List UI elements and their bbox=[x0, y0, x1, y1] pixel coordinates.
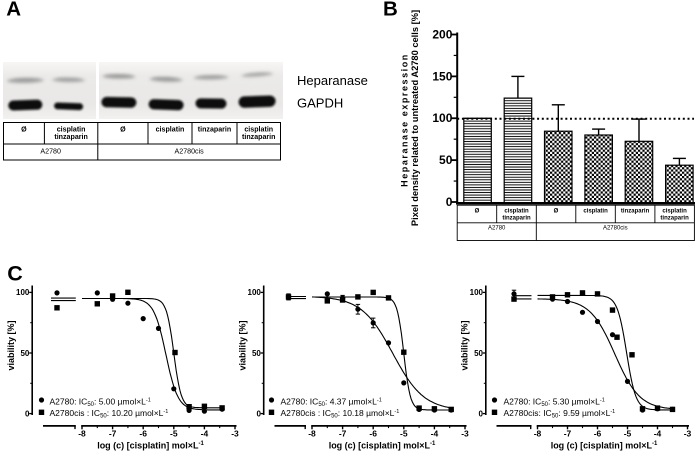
svg-text:cisplatin: cisplatin bbox=[156, 125, 185, 133]
svg-text:Ø: Ø bbox=[21, 125, 27, 133]
svg-text:100: 100 bbox=[248, 288, 262, 297]
svg-text:A2780: IC50: 5.00 µmol×L-1: A2780: IC50: 5.00 µmol×L-1 bbox=[50, 396, 151, 408]
svg-text:-4: -4 bbox=[201, 428, 209, 438]
svg-text:100: 100 bbox=[432, 111, 452, 125]
svg-text:A2780cis: A2780cis bbox=[603, 226, 628, 232]
svg-text:50: 50 bbox=[439, 153, 453, 167]
svg-text:0: 0 bbox=[479, 409, 484, 418]
svg-text:Heparanase: Heparanase bbox=[297, 73, 368, 88]
svg-text:A2780: IC50: 4.37 µmol×L-1: A2780: IC50: 4.37 µmol×L-1 bbox=[281, 396, 382, 408]
svg-text:50: 50 bbox=[474, 349, 483, 358]
svg-text:-5: -5 bbox=[170, 428, 178, 438]
svg-text:0: 0 bbox=[446, 195, 453, 209]
svg-text:A2780cis : IC50: 10.18 µmol×L-: A2780cis : IC50: 10.18 µmol×L-1 bbox=[281, 408, 400, 420]
svg-text:-5: -5 bbox=[400, 428, 408, 438]
svg-text:tinzaparin: tinzaparin bbox=[242, 133, 276, 141]
svg-text:log (c) [cisplatin] mol×L-1: log (c) [cisplatin] mol×L-1 bbox=[551, 440, 658, 450]
svg-text:A2780cis: A2780cis bbox=[175, 148, 205, 156]
svg-text:-3: -3 bbox=[461, 428, 469, 438]
svg-text:cisplatin: cisplatin bbox=[662, 209, 687, 215]
svg-text:100: 100 bbox=[470, 288, 484, 297]
svg-text:C: C bbox=[7, 262, 23, 286]
svg-text:tinzaparin: tinzaparin bbox=[54, 133, 88, 141]
svg-text:150: 150 bbox=[432, 69, 452, 83]
svg-text:-7: -7 bbox=[564, 428, 572, 438]
svg-text:-7: -7 bbox=[109, 428, 117, 438]
svg-text:log (c) [cisplatin] mol×L-1: log (c) [cisplatin] mol×L-1 bbox=[329, 440, 436, 450]
svg-text:A2780: IC50: 5.30 µmol×L-1: A2780: IC50: 5.30 µmol×L-1 bbox=[504, 396, 605, 408]
svg-text:A2780: A2780 bbox=[40, 148, 61, 156]
svg-text:viability [%]: viability [%] bbox=[460, 320, 470, 370]
svg-text:0: 0 bbox=[256, 409, 261, 418]
svg-text:-4: -4 bbox=[654, 428, 662, 438]
svg-text:-3: -3 bbox=[684, 428, 692, 438]
svg-text:tinzaparin: tinzaparin bbox=[198, 125, 232, 133]
svg-text:Ø: Ø bbox=[475, 209, 480, 215]
svg-text:100: 100 bbox=[16, 288, 30, 297]
svg-text:Pixel density related to untre: Pixel density related to untreated A2780… bbox=[410, 10, 420, 226]
svg-text:tinzaparin: tinzaparin bbox=[621, 209, 650, 215]
svg-text:50: 50 bbox=[252, 349, 261, 358]
svg-text:-7: -7 bbox=[339, 428, 347, 438]
svg-text:-8: -8 bbox=[78, 428, 86, 438]
svg-text:-3: -3 bbox=[231, 428, 239, 438]
svg-text:tinzaparin: tinzaparin bbox=[502, 215, 531, 221]
svg-text:GAPDH: GAPDH bbox=[297, 96, 343, 111]
svg-text:200: 200 bbox=[432, 27, 452, 41]
svg-text:A2780cis: IC50: 9.59 µmol×L-1: A2780cis: IC50: 9.59 µmol×L-1 bbox=[504, 408, 616, 420]
svg-text:-8: -8 bbox=[308, 428, 316, 438]
svg-text:Ø: Ø bbox=[120, 125, 126, 133]
svg-text:-8: -8 bbox=[534, 428, 542, 438]
svg-text:A2780cis : IC50: 10.20 µmol×L-: A2780cis : IC50: 10.20 µmol×L-1 bbox=[50, 408, 169, 420]
svg-text:cisplatin: cisplatin bbox=[504, 209, 529, 215]
svg-text:-4: -4 bbox=[431, 428, 439, 438]
svg-text:viability [%]: viability [%] bbox=[6, 320, 16, 370]
svg-text:cisplatin: cisplatin bbox=[244, 125, 273, 133]
svg-text:0: 0 bbox=[25, 409, 30, 418]
svg-text:-6: -6 bbox=[369, 428, 377, 438]
svg-text:cisplatin: cisplatin bbox=[57, 125, 86, 133]
svg-text:Ø: Ø bbox=[554, 209, 559, 215]
svg-text:A: A bbox=[6, 0, 21, 20]
svg-text:-5: -5 bbox=[624, 428, 632, 438]
svg-text:viability [%]: viability [%] bbox=[237, 320, 247, 370]
svg-text:Heparanase expression: Heparanase expression bbox=[400, 53, 410, 187]
svg-text:tinzaparin: tinzaparin bbox=[660, 215, 689, 221]
svg-text:log (c) [cisplatin] mol×L-1: log (c) [cisplatin] mol×L-1 bbox=[97, 440, 204, 450]
svg-text:A2780: A2780 bbox=[488, 226, 506, 232]
svg-text:B: B bbox=[383, 0, 398, 20]
svg-text:-6: -6 bbox=[139, 428, 147, 438]
svg-text:50: 50 bbox=[20, 349, 29, 358]
svg-text:cisplatin: cisplatin bbox=[583, 209, 608, 215]
svg-text:-6: -6 bbox=[594, 428, 602, 438]
